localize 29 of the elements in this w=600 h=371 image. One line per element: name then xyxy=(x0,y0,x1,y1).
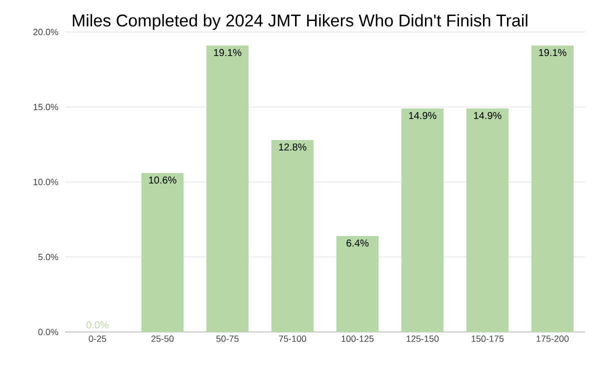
x-tick-label: 75-100 xyxy=(278,336,306,342)
chart-title: Miles Completed by 2024 JMT Hikers Who Didn't Finish Trail xyxy=(72,14,528,30)
x-tick-label: 150-175 xyxy=(472,336,504,342)
bar xyxy=(531,45,574,332)
y-tick-label: 0.0% xyxy=(38,328,58,336)
data-label: 19.1% xyxy=(214,49,242,56)
data-label: 12.8% xyxy=(279,144,306,151)
y-tick-label: 5.0% xyxy=(38,254,58,260)
x-tick-label: 125-150 xyxy=(406,336,439,342)
y-tick-label: 10.0% xyxy=(34,178,58,186)
y-tick-label: 20.0% xyxy=(33,28,58,36)
data-label: 14.9% xyxy=(409,112,436,120)
x-tick-label: 175-200 xyxy=(536,336,569,342)
bar xyxy=(141,172,184,332)
data-label: 0.0% xyxy=(86,321,109,328)
data-label: 19.1% xyxy=(539,49,566,56)
x-tick-label: 0-25 xyxy=(88,336,106,342)
data-label: 6.4% xyxy=(346,240,369,247)
x-tick-label: 25-50 xyxy=(151,336,174,342)
y-tick-label: 15.0% xyxy=(34,104,58,110)
bar xyxy=(466,108,509,332)
x-tick-label: 50-75 xyxy=(216,336,239,342)
bar xyxy=(271,140,314,332)
data-label: 10.6% xyxy=(149,176,176,184)
bar xyxy=(401,108,444,332)
x-tick-label: 100-125 xyxy=(342,336,374,342)
bar xyxy=(336,236,379,332)
bar xyxy=(206,45,249,332)
data-label: 14.9% xyxy=(474,112,502,120)
